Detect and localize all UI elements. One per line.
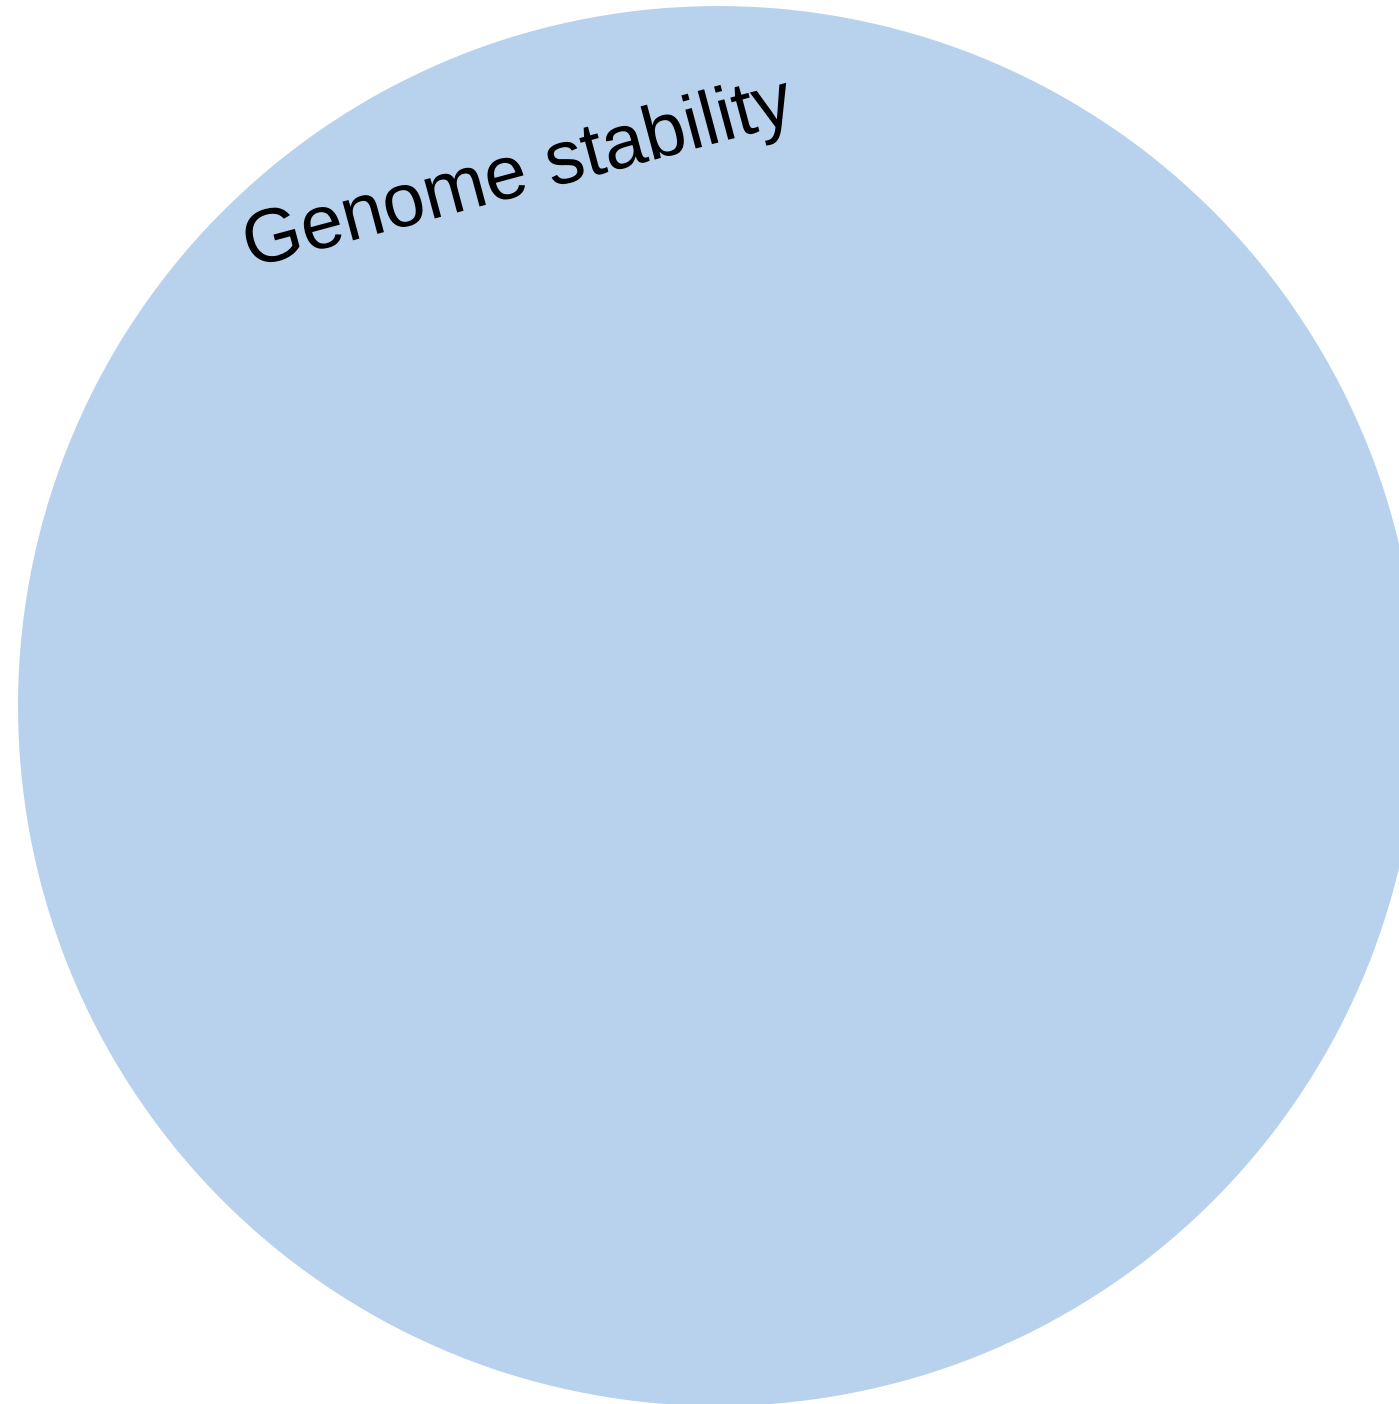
- genome-stability-circle: [18, 6, 1399, 1404]
